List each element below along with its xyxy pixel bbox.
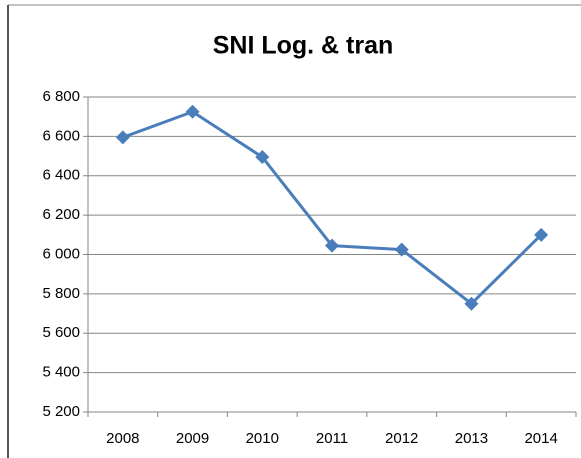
chart-title: SNI Log. & tran xyxy=(213,32,394,60)
y-tick-label: 5 200 xyxy=(42,403,80,420)
data-line xyxy=(122,110,543,306)
data-marker xyxy=(185,104,200,119)
data-marker xyxy=(255,150,270,165)
x-tick-label: 2013 xyxy=(455,430,488,447)
y-tick-label: 6 000 xyxy=(42,245,80,262)
y-tick-label: 6 400 xyxy=(42,167,80,184)
y-tick-label: 6 200 xyxy=(42,206,80,223)
y-tick-label: 6 600 xyxy=(42,127,80,144)
y-tick-label: 6 800 xyxy=(42,88,80,105)
x-tick-label: 2010 xyxy=(246,430,279,447)
x-tick-label: 2008 xyxy=(106,430,139,447)
y-tick-label: 5 400 xyxy=(42,364,80,381)
data-marker xyxy=(464,296,479,311)
data-marker xyxy=(534,227,549,242)
y-tick-label: 5 800 xyxy=(42,285,80,302)
y-tick-label: 5 600 xyxy=(42,324,80,341)
data-marker xyxy=(394,242,409,257)
data-marker xyxy=(325,238,339,253)
x-tick-label: 2009 xyxy=(176,430,209,447)
data-marker xyxy=(115,130,130,145)
x-tick-label: 2014 xyxy=(524,430,557,447)
x-tick-label: 2011 xyxy=(316,430,348,447)
x-tick-label: 2012 xyxy=(385,430,418,447)
